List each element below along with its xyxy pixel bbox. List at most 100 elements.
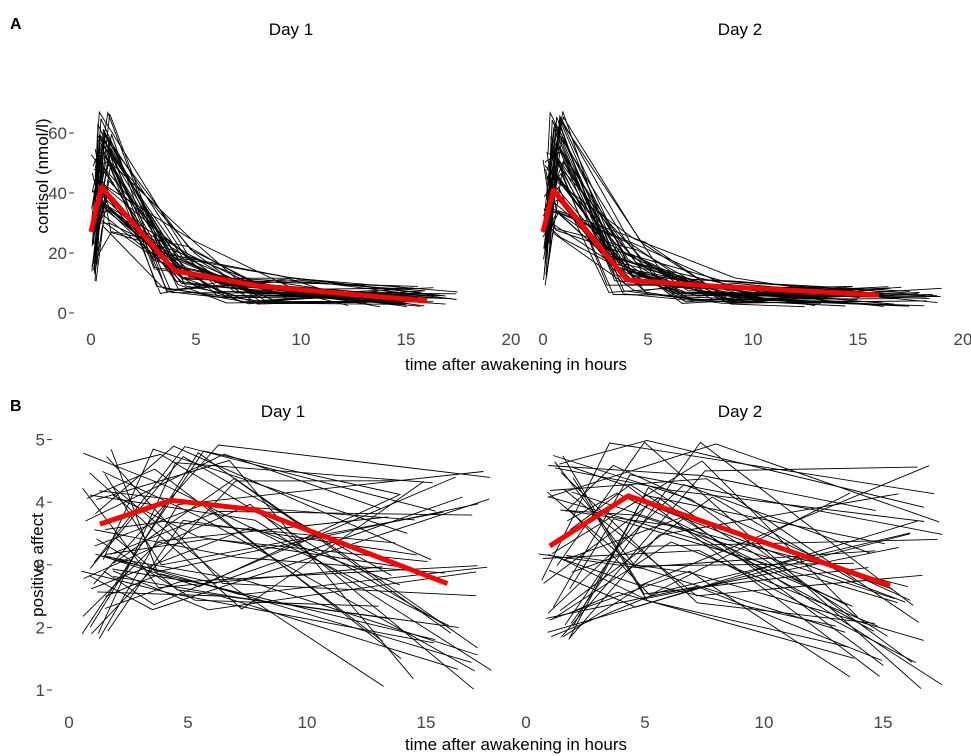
participant-line	[552, 474, 943, 608]
x-axis-label-a: time after awakening in hours	[404, 355, 628, 374]
participant-line	[559, 496, 856, 611]
x-tick-label-a-f1-1: 5	[191, 330, 200, 349]
participant-line	[548, 121, 938, 297]
participant-line	[571, 538, 938, 573]
x-tick-label-a-f2-0: 0	[538, 330, 547, 349]
participant-line	[85, 453, 382, 522]
participant-line	[551, 532, 911, 638]
participant-line	[545, 116, 850, 296]
participant-line	[91, 480, 395, 635]
participant-line	[103, 554, 488, 596]
participant-line	[90, 452, 452, 634]
y-tick-label-b-3: 4	[36, 493, 45, 512]
x-tick-label-b-f1-0: 0	[64, 713, 73, 732]
participant-line	[90, 154, 414, 291]
participant-line	[105, 573, 436, 641]
participant-line	[544, 180, 902, 298]
participant-line	[542, 550, 917, 663]
participant-line	[86, 468, 383, 642]
x-tick-label-b-f2-2: 10	[755, 713, 774, 732]
x-axis-label-b: time after awakening in hours	[404, 735, 628, 754]
participant-line	[96, 459, 414, 679]
mean-line-b-day2	[548, 493, 891, 588]
participant-line	[547, 533, 911, 633]
x-tick-label-a-f2-3: 15	[849, 330, 868, 349]
participant-line	[556, 441, 922, 689]
participant-line	[543, 497, 884, 666]
participant-line	[93, 444, 491, 585]
y-tick-label-a-1: 20	[48, 244, 67, 263]
participant-line	[113, 453, 446, 626]
x-tick-label-b-f2-3: 15	[874, 713, 893, 732]
participant-line	[543, 127, 836, 296]
participant-line	[572, 494, 885, 627]
participant-line	[104, 473, 444, 566]
x-tick-label-a-f2-2: 10	[744, 330, 763, 349]
participant-line	[547, 151, 942, 304]
participant-line	[571, 591, 855, 659]
participant-line	[97, 462, 433, 634]
participant-line	[96, 538, 379, 607]
y-tick-label-b-4: 5	[36, 431, 45, 450]
participant-line	[102, 448, 408, 560]
facet-title-b-day2: Day 2	[717, 402, 763, 421]
participant-line	[81, 450, 401, 634]
participant-line	[550, 478, 919, 623]
participant-line	[89, 494, 492, 671]
mean-line-a-day2	[540, 187, 880, 298]
participant-line	[560, 509, 895, 600]
participant-line	[566, 554, 924, 641]
participant-line	[112, 486, 384, 687]
participant-line	[103, 476, 456, 606]
mean-line-b-day1	[99, 497, 449, 586]
participant-line	[104, 565, 478, 609]
participant-line	[95, 494, 400, 588]
participant-line	[563, 488, 923, 597]
participant-line	[560, 466, 918, 638]
participant-line	[548, 465, 930, 586]
participant-line	[93, 138, 374, 302]
participant-line	[538, 553, 846, 633]
participant-line	[93, 446, 436, 563]
panel-a-letter: A	[10, 16, 22, 33]
participant-line	[543, 139, 858, 295]
y-tick-label-b-1: 2	[36, 618, 45, 637]
participant-line	[569, 493, 899, 638]
x-tick-label-b-f1-1: 5	[183, 713, 192, 732]
participant-line	[93, 163, 372, 306]
x-tick-label-a-f2-4: 20	[954, 330, 971, 349]
x-tick-label-a-f1-4: 20	[502, 330, 521, 349]
participant-line	[549, 570, 851, 678]
participant-line	[554, 461, 876, 568]
y-tick-label-b-0: 1	[36, 681, 45, 700]
facet-title-a-day2: Day 2	[717, 20, 763, 39]
y-tick-label-a-2: 40	[48, 184, 67, 203]
participant-line	[562, 546, 899, 600]
participant-line	[548, 465, 876, 512]
participant-line	[544, 165, 860, 299]
facet-title-b-day1: Day 1	[260, 402, 306, 421]
participant-line	[113, 477, 478, 649]
participant-line	[104, 538, 428, 563]
participant-line	[94, 133, 424, 292]
panel-b-letter: B	[10, 398, 22, 415]
participant-line	[560, 472, 875, 624]
participant-line	[562, 455, 869, 595]
participant-line	[83, 503, 474, 690]
participant-line	[92, 133, 446, 305]
x-tick-label-b-f2-0: 0	[521, 713, 530, 732]
participant-line	[551, 460, 859, 618]
participant-line	[82, 516, 388, 617]
y-tick-label-a-0: 0	[58, 304, 67, 323]
x-tick-label-a-f1-3: 15	[397, 330, 416, 349]
participant-line	[563, 583, 836, 637]
x-tick-label-b-f2-1: 5	[640, 713, 649, 732]
facet-title-a-day1: Day 1	[268, 20, 314, 39]
x-tick-label-b-f1-3: 15	[417, 713, 436, 732]
participant-line	[552, 455, 913, 663]
participant-line	[98, 471, 484, 639]
participant-line	[548, 496, 853, 607]
participant-line	[569, 484, 943, 686]
